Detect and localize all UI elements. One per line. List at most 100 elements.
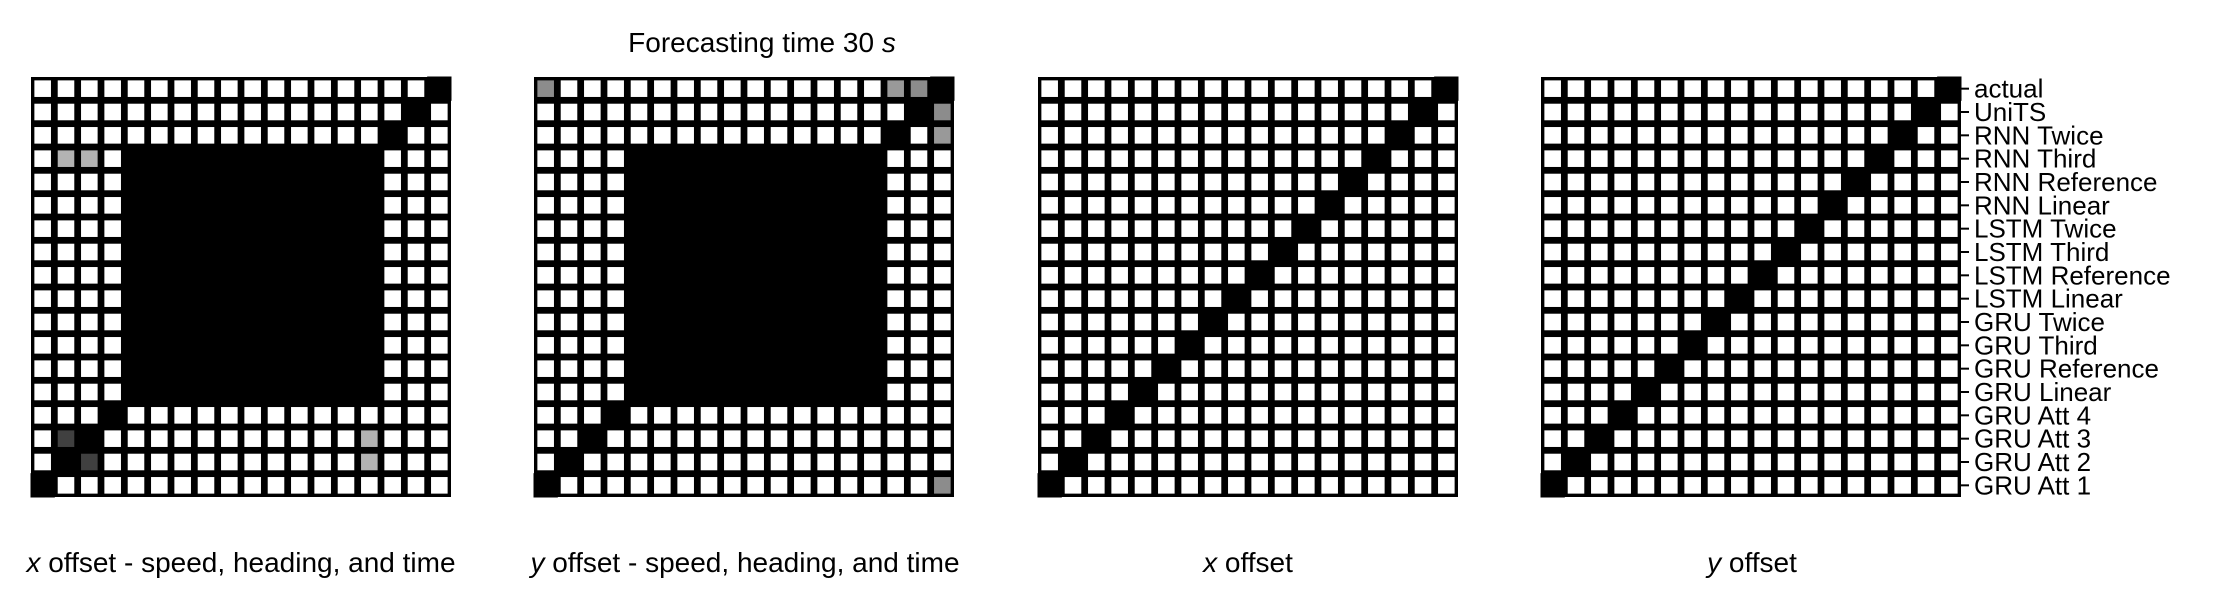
heatmap-cell [57,477,75,494]
heatmap-cell [934,313,951,331]
heatmap-cell [217,356,242,381]
heatmap-cell [654,80,671,97]
heatmap-cell [81,313,98,331]
heatmap-cell [1270,239,1296,265]
heatmap-cell [81,477,98,494]
heatmap-cell [263,193,289,218]
heatmap-cell [240,333,265,358]
heatmap-cell [123,263,149,288]
heatmap-cell [770,80,788,97]
heatmap-cell [1438,220,1455,237]
heatmap-cell [1111,173,1128,191]
heatmap-cell [720,193,745,218]
heatmap-cell [384,243,401,261]
heatmap-cell [1088,360,1105,377]
heatmap-cell [384,430,401,447]
heatmap-cell [743,286,768,311]
heatmap-cell [244,103,261,121]
heatmap-cell [1591,267,1608,284]
heatmap-cell [1777,290,1795,307]
heatmap-cell [790,146,815,171]
heatmap-cell [1591,243,1608,261]
heatmap-cell [1637,243,1655,261]
heatmap-cell [1134,243,1152,261]
heatmap-cell [1731,360,1748,377]
heatmap-cell [1614,313,1631,331]
heatmap-cell [560,407,578,424]
heatmap-cell [1298,313,1315,331]
ytick-label: GRU Reference [1974,354,2159,384]
heatmap-cell [431,220,448,237]
heatmap-cell [1917,430,1935,447]
heatmap-cell [1637,407,1655,424]
heatmap-cell [1064,243,1082,261]
heatmap-cell [860,239,885,265]
heatmap-cell [1567,290,1585,307]
heatmap-cell [836,263,862,288]
heatmap-cell [630,477,648,494]
heatmap-cell [291,103,308,121]
heatmap-cell [720,146,745,171]
heatmap-cell [1661,453,1678,471]
heatmap-cell [1204,337,1222,354]
heatmap-cell [147,216,172,241]
heatmap-cell [1041,337,1058,354]
heatmap-cell [840,103,858,121]
heatmap-cell [1228,243,1245,261]
heatmap-cell [1754,127,1771,144]
heatmap-cell [1438,243,1455,261]
heatmap-cell [1587,426,1612,451]
heatmap-cell [1391,243,1408,261]
heatmap-cell [1344,383,1362,401]
heatmap-cell [1251,407,1268,424]
heatmap-cell [34,127,51,144]
heatmap-cell [1824,173,1841,191]
xlabel-panel-2: y offset - speed, heading, and time [528,547,959,578]
heatmap-cell [361,477,378,494]
heatmap-cell [1567,430,1585,447]
heatmap-cell [1368,453,1385,471]
heatmap-cell [197,407,215,424]
heatmap-cell [314,477,331,494]
heatmap-cell [1064,477,1082,494]
heatmap-cell [267,453,285,471]
heatmap-cell [384,80,401,97]
heatmap-cell [1088,453,1105,471]
heatmap-cell [34,360,51,377]
heatmap-cell [380,123,405,148]
heatmap-cell [147,239,172,265]
heatmap-cell [607,197,624,214]
heatmap-cell [1228,383,1245,401]
heatmap-cell [910,313,928,331]
heatmap-cell [864,453,881,471]
heatmap-cell [1731,243,1748,261]
heatmap-cell [766,193,792,218]
heatmap-cell [170,356,195,381]
heatmap-cell [1871,477,1888,494]
heatmap-cell [673,193,698,218]
heatmap-cell [790,309,815,335]
heatmap-cell [127,453,145,471]
heatmap-cell [1894,383,1911,401]
heatmap-cell [1298,407,1315,424]
heatmap-cell [1274,197,1292,214]
heatmap-cell [934,407,951,424]
heatmap-cell [1181,220,1198,237]
heatmap-cell [1317,193,1342,218]
heatmap-cell [1321,337,1338,354]
heatmap-cell [240,263,265,288]
heatmap-cell [431,290,448,307]
heatmap-cell [1824,337,1841,354]
heatmap-cell [1204,430,1222,447]
heatmap-cell [1181,313,1198,331]
heatmap-cell [630,127,648,144]
heatmap-cell [1158,267,1175,284]
heatmap-cell [123,193,149,218]
heatmap-cell [1544,267,1561,284]
heatmap-cell [1391,197,1408,214]
heatmap-cell [537,407,554,424]
heatmap-cell [813,356,838,381]
heatmap-cell [1340,169,1366,195]
heatmap-cell [1251,360,1268,377]
heatmap-cell [1134,337,1152,354]
